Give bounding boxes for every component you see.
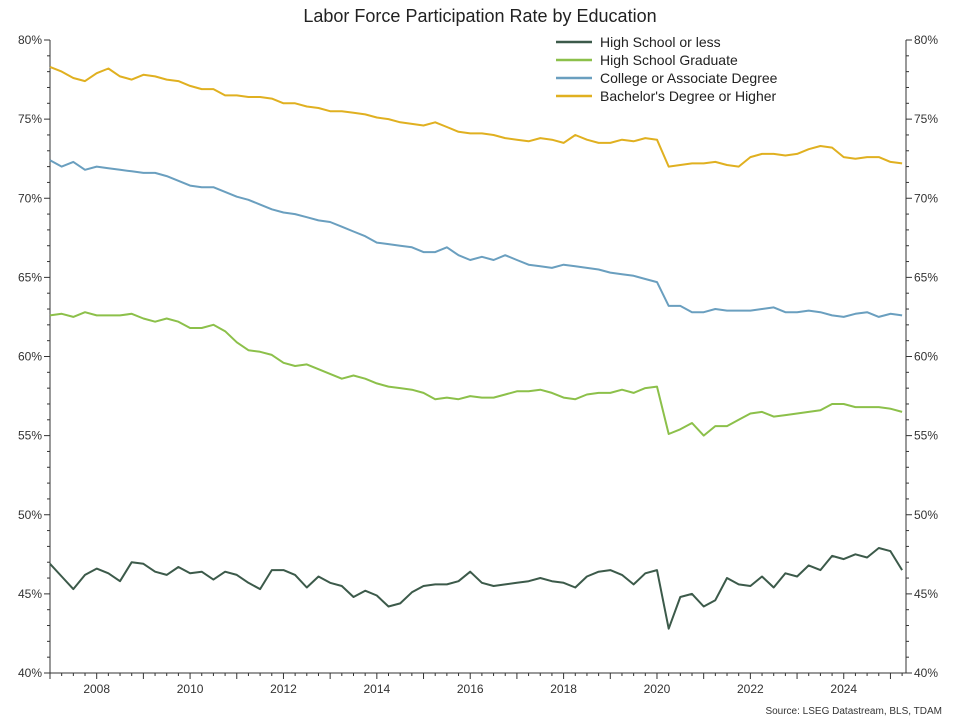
x-tick-label: 2016	[457, 682, 484, 696]
legend-label-4: Bachelor's Degree or Higher	[600, 88, 777, 104]
right-y-tick-label: 40%	[914, 666, 938, 680]
right-y-tick-label: 80%	[914, 33, 938, 47]
left-y-tick-label: 60%	[18, 350, 42, 364]
left-y-tick-label: 65%	[18, 270, 42, 284]
series-line-1	[49, 547, 903, 630]
legend-label-2: High School Graduate	[600, 52, 738, 68]
right-y-tick-label: 55%	[914, 429, 938, 443]
right-y-axis: 40% 45% 50% 55% 60% 65% 70% 75% 80%	[906, 33, 938, 680]
left-y-tick-label: 80%	[18, 33, 42, 47]
x-axis: 2008 2010 2012 2014 2016 2018 2020 2022 2024	[49, 673, 903, 696]
x-tick-label: 2010	[177, 682, 204, 696]
right-y-tick-label: 65%	[914, 270, 938, 284]
series-line-2	[49, 311, 903, 437]
x-tick-label: 2008	[83, 682, 110, 696]
right-y-tick-label: 75%	[914, 112, 938, 126]
x-tick-label: 2024	[830, 682, 857, 696]
right-y-tick-label: 60%	[914, 350, 938, 364]
left-y-tick-label: 50%	[18, 508, 42, 522]
right-y-tick-label: 70%	[914, 191, 938, 205]
x-tick-label: 2020	[644, 682, 671, 696]
right-y-tick-label: 45%	[914, 587, 938, 601]
x-tick-label: 2022	[737, 682, 764, 696]
left-y-tick-label: 75%	[18, 112, 42, 126]
source-note: Source: LSEG Datastream, BLS, TDAM	[765, 706, 942, 717]
right-y-tick-label: 50%	[914, 508, 938, 522]
legend-label-3: College or Associate Degree	[600, 70, 778, 86]
left-y-tick-label: 45%	[18, 587, 42, 601]
series-lines	[49, 65, 903, 630]
x-tick-label: 2012	[270, 682, 297, 696]
series-line-3	[49, 159, 903, 318]
series-line-4	[49, 65, 903, 168]
left-y-axis: 40% 45% 50% 55% 60% 65% 70% 75% 80%	[18, 33, 50, 680]
legend: High School or less High School Graduate C…	[556, 34, 778, 104]
left-y-tick-label: 40%	[18, 666, 42, 680]
x-tick-label: 2014	[363, 682, 390, 696]
legend-label-1: High School or less	[600, 34, 721, 50]
left-y-tick-label: 55%	[18, 429, 42, 443]
left-y-tick-label: 70%	[18, 191, 42, 205]
chart-title: Labor Force Participation Rate by Educat…	[303, 6, 656, 26]
x-tick-label: 2018	[550, 682, 577, 696]
